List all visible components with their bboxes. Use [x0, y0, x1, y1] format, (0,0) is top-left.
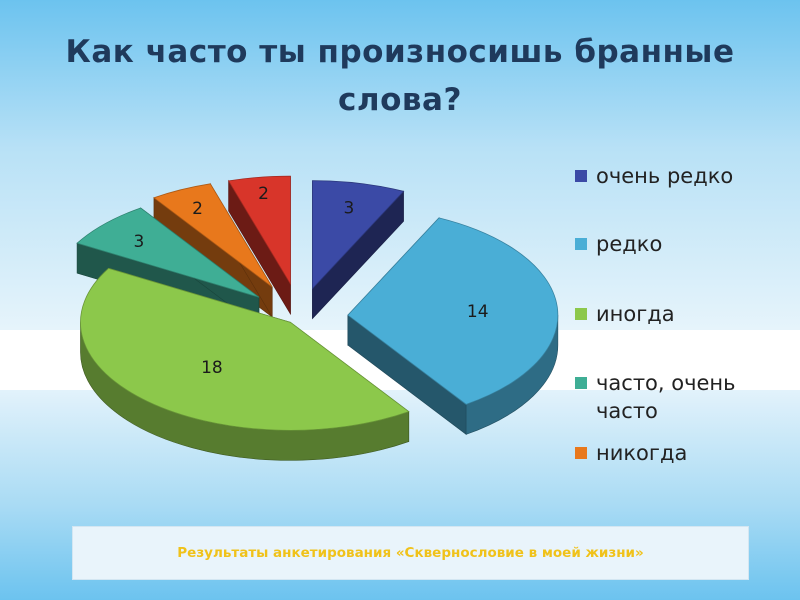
- legend-label: иногда: [596, 302, 675, 326]
- data-label-5: 2: [258, 184, 269, 204]
- footer-box: Результаты анкетирования «Сквернословие …: [72, 526, 749, 580]
- legend-item-chasto: часто, очень часто: [575, 369, 776, 425]
- legend-item-inogda: иногда: [575, 300, 675, 328]
- legend-item-ochen-redko: очень редко: [575, 162, 733, 190]
- pie-slice-top: [347, 217, 559, 405]
- legend-label: очень редко: [596, 164, 734, 188]
- pie-slice-top: [76, 207, 260, 298]
- pie-slice-5: [227, 175, 291, 316]
- pie-slice-1: [347, 217, 559, 435]
- legend-item-redko: редко: [575, 230, 662, 258]
- pie-slice-top: [227, 175, 291, 286]
- legend-label: часто, очень часто: [596, 371, 736, 423]
- data-label-0: 3: [343, 198, 354, 218]
- slide-title: Как часто ты произносишь бранные слова?: [65, 34, 735, 118]
- legend-item-nikogda: никогда: [575, 439, 687, 467]
- legend-swatch: [575, 447, 587, 459]
- pie-slice-top: [312, 180, 405, 290]
- legend-swatch: [575, 377, 587, 389]
- data-label-2: 18: [201, 358, 223, 378]
- legend-label: никогда: [596, 441, 688, 465]
- legend-swatch: [575, 308, 587, 320]
- pie-slice-top: [153, 183, 273, 288]
- footer-text: Результаты анкетирования «Сквернословие …: [177, 545, 644, 561]
- pie-slice-0: [312, 180, 405, 320]
- legend-swatch: [575, 238, 587, 250]
- data-label-1: 14: [467, 302, 489, 322]
- pie-slice-top: [80, 267, 410, 431]
- data-label-3: 3: [133, 232, 144, 252]
- legend-label: редко: [596, 232, 663, 256]
- legend-swatch: [575, 170, 587, 182]
- data-label-4: 2: [192, 199, 203, 219]
- pie-slice-2: [80, 267, 410, 461]
